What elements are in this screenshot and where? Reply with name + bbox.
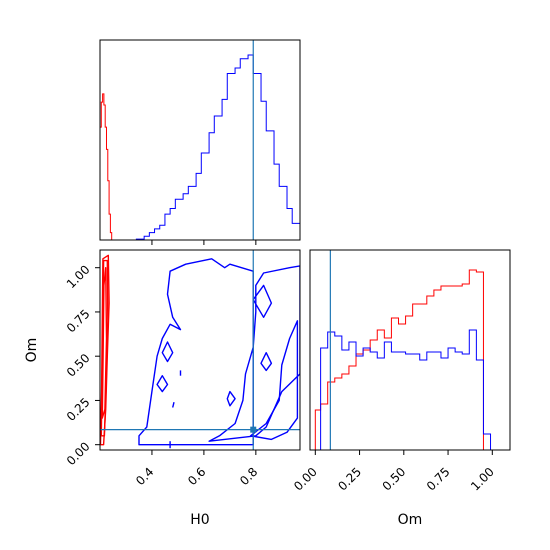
joint-ytick-label-5: 1.00 [64,262,93,291]
x-axis-title-om: Om [398,512,423,528]
contour-red-mid-2 [100,259,109,437]
contour-blue-island-7 [252,284,273,318]
om-marginal-panel: 0.00 0.25 0.50 0.75 1.00 Om [291,249,511,528]
contour-blue-island-9 [161,341,174,363]
h0-marginal-frame [99,39,301,241]
h0-marginal-panel [99,39,301,245]
om-xtick-label-2: 0.25 [335,465,364,494]
joint-xtick-label-2: 0.6 [185,465,208,488]
h0-om-joint-panel: 0.4 0.6 0.8 0.00 0.25 0.50 0.75 1.00 H0 Om [24,249,301,528]
contour-blue-island-10 [156,375,169,393]
y-axis-title-om: Om [24,338,40,363]
joint-ytick-label-3: 0.50 [64,351,93,380]
contour-blue-tick-14 [172,402,175,408]
truth-point [250,426,257,433]
contour-blue-inner-right-6 [249,320,299,441]
joint-xtick-label-1: 0.4 [133,465,156,488]
contour-blue-outer-right-5 [208,265,300,442]
contour-blue-island-11 [226,390,236,407]
om-xtick-label-5: 1.00 [468,465,497,494]
joint-ytick-label-4: 0.75 [64,307,93,336]
joint-xtick-label-3: 0.8 [237,465,260,488]
contour-blue-island-8 [260,352,273,372]
contour-blue-outer-left-4 [138,258,254,446]
joint-ytick-label-2: 0.25 [64,395,93,424]
x-axis-title-h0: H0 [190,512,209,528]
om-xtick-label-1: 0.00 [291,465,320,494]
om-hist-series-1 [314,269,484,450]
om-marginal-frame [309,249,511,451]
om-xtick-label-4: 0.75 [424,465,453,494]
joint-frame [99,249,301,451]
contour-red-inner-3 [101,267,108,419]
h0-hist-series-2 [100,54,300,240]
joint-ytick-label-1: 0.00 [64,439,93,468]
om-xtick-label-3: 0.50 [380,465,409,494]
h0-hist-series-1 [100,93,300,240]
om-hist-series-2 [315,329,492,450]
